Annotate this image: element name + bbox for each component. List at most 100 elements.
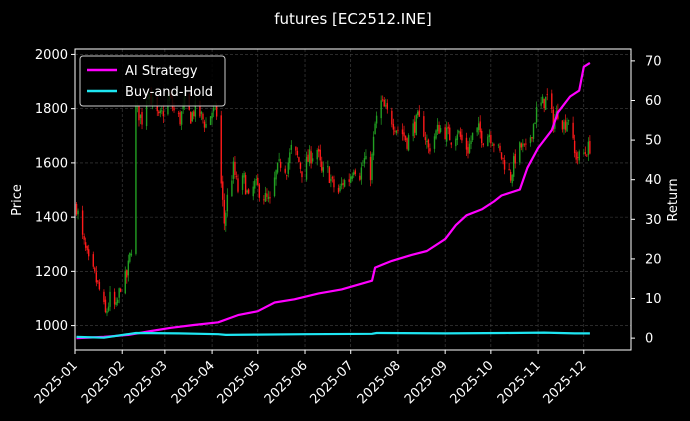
candle-body — [92, 254, 94, 267]
candle-body — [500, 152, 503, 159]
candle-body — [106, 310, 108, 314]
candle-body — [436, 124, 439, 132]
candle-body — [310, 151, 312, 164]
candle-body — [386, 103, 388, 110]
candle-body — [450, 142, 452, 145]
y-right-tick-label: 70 — [645, 54, 662, 69]
candle-body — [173, 107, 175, 111]
candle-body — [243, 173, 245, 178]
candle-body — [429, 148, 431, 152]
candle-body — [541, 96, 544, 104]
candle-body — [331, 177, 334, 179]
candle-body — [502, 157, 504, 159]
candle-body — [511, 174, 513, 184]
candle-body — [258, 184, 261, 198]
candle-body — [86, 246, 88, 251]
candle-body — [244, 175, 247, 195]
candle-body — [552, 109, 555, 130]
candle-body — [286, 175, 288, 177]
y-left-tick-label: 1400 — [35, 211, 68, 226]
candle-body — [321, 161, 323, 171]
candle-body — [385, 105, 387, 107]
candle-body — [162, 111, 165, 117]
candle-body — [252, 186, 254, 197]
candle-body — [573, 140, 576, 154]
candle-body — [273, 177, 276, 197]
candle-body — [424, 137, 427, 141]
candle-body — [88, 249, 90, 257]
candle-body — [212, 107, 215, 112]
y-right-tick-label: 30 — [645, 213, 662, 228]
candle-body — [456, 134, 459, 140]
candle-body — [529, 137, 532, 144]
candle-body — [94, 267, 96, 272]
candle-body — [449, 127, 451, 141]
candle-body — [563, 122, 565, 129]
candle-body — [589, 141, 591, 154]
candle-body — [328, 167, 331, 183]
candle-body — [493, 144, 495, 146]
y-left-tick-label: 2000 — [35, 48, 68, 63]
candle-body — [444, 127, 446, 140]
candle-body — [392, 124, 395, 130]
candle-body — [584, 152, 587, 154]
candle-body — [299, 162, 302, 169]
candle-body — [354, 170, 356, 175]
return-lines — [76, 61, 591, 340]
candle-body — [254, 180, 256, 189]
candle-body — [124, 270, 126, 294]
candle-body — [77, 210, 79, 215]
candle-body — [284, 168, 286, 173]
candle-body — [327, 165, 329, 168]
candle-body — [194, 100, 197, 117]
candle-body — [127, 260, 130, 276]
series-line-buy-and-hold — [76, 331, 590, 339]
candle-body — [275, 170, 277, 180]
candle-body — [522, 143, 524, 147]
candle-body — [383, 99, 385, 107]
candle-body — [380, 100, 382, 119]
candle-body — [342, 183, 344, 185]
candle-body — [482, 143, 484, 146]
candle-body — [551, 93, 553, 109]
candle-body — [264, 193, 267, 202]
candle-body — [232, 161, 235, 179]
candle-body — [407, 135, 410, 151]
candle-body — [107, 306, 110, 311]
candle-body — [75, 203, 78, 215]
candle-body — [544, 96, 547, 110]
plot-frame — [74, 48, 632, 351]
candle-body — [488, 134, 491, 137]
candle-body — [316, 149, 318, 160]
candle-body — [97, 280, 99, 283]
candle-body — [394, 130, 396, 132]
candle-body — [508, 169, 510, 171]
candle-body — [126, 270, 128, 278]
candle-body — [519, 142, 521, 163]
candle-body — [307, 154, 309, 162]
candle-body — [237, 178, 239, 192]
y-right-tick-label: 0 — [645, 332, 653, 347]
candle-body — [296, 150, 299, 156]
candle-body — [246, 190, 248, 193]
candle-body — [523, 143, 526, 145]
candle-body — [109, 291, 111, 307]
candle-body — [447, 126, 449, 129]
candle-body — [115, 302, 117, 305]
candle-body — [353, 172, 355, 176]
candle-body — [257, 177, 259, 186]
candle-body — [479, 121, 481, 133]
candle-body — [503, 160, 506, 170]
candle-body — [534, 122, 536, 125]
candle-body — [578, 151, 580, 161]
candle-body — [374, 123, 376, 135]
candle-body — [359, 175, 361, 180]
legend-label-buy-and-hold: Buy-and-Hold — [125, 85, 213, 100]
price-candlesticks — [75, 87, 591, 317]
candle-body — [141, 112, 143, 125]
candle-body — [318, 149, 320, 152]
candle-body — [418, 110, 420, 117]
candle-body — [226, 194, 229, 212]
candle-body — [278, 159, 280, 161]
